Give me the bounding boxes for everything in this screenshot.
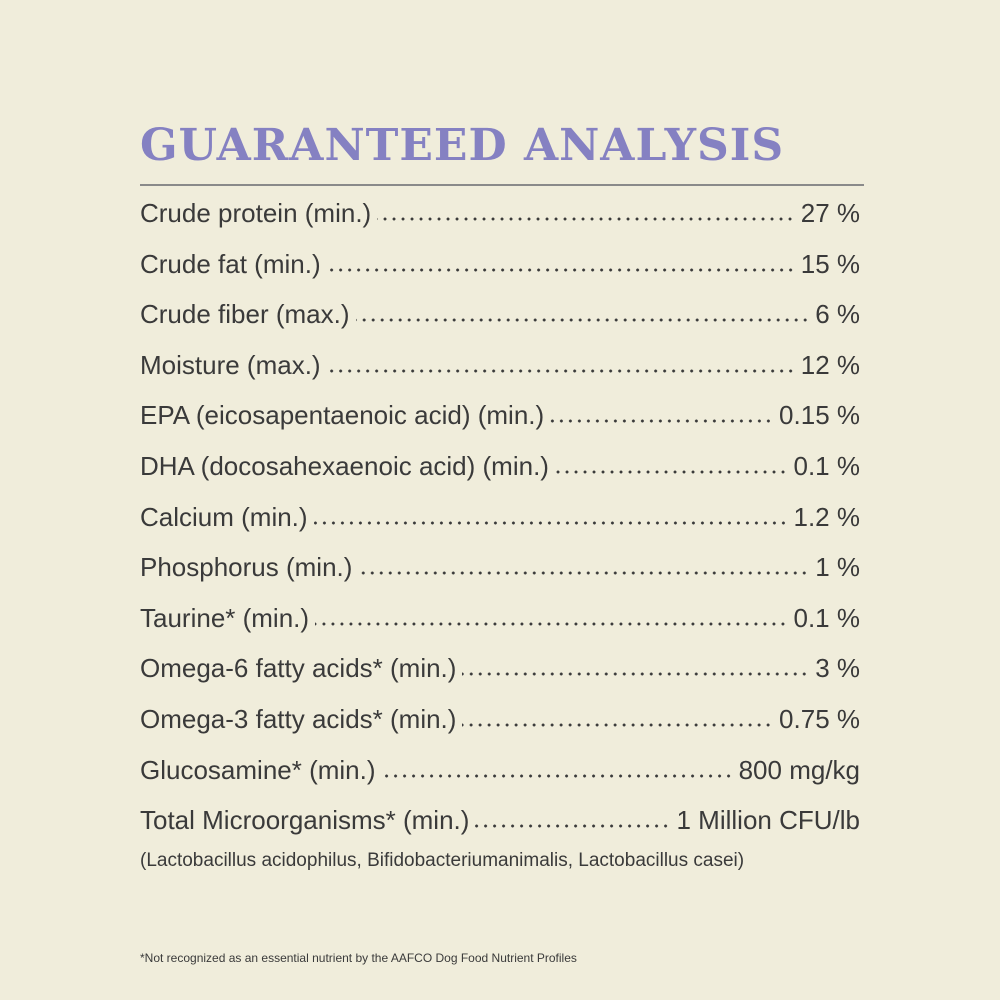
row-value: 15 % (800, 248, 860, 279)
dot-leader (554, 468, 788, 475)
row: EPA (eicosapentaenoic acid) (min.) 0.15 % (140, 394, 860, 445)
dot-leader (355, 317, 810, 324)
row-value: 1 % (815, 552, 860, 583)
row-label: Omega-3 fatty acids* (min.) (140, 703, 457, 734)
dot-leader (550, 418, 774, 425)
row-value: 0.1 % (793, 602, 861, 633)
row: Omega-3 fatty acids* (min.) 0.75 % (140, 698, 860, 749)
row: DHA (docosahexaenoic acid) (min.) 0.1 % (140, 445, 860, 496)
row-label: Total Microorganisms* (min.) (140, 805, 470, 836)
dot-leader (326, 266, 795, 273)
row-label: DHA (docosahexaenoic acid) (min.) (140, 450, 549, 481)
row: Calcium (min.) 1.2 % (140, 496, 860, 547)
title: GUARANTEED ANALYSIS (140, 120, 785, 171)
row-value: 27 % (800, 198, 860, 228)
row-label: Taurine* (min.) (140, 602, 310, 633)
dot-leader (462, 671, 810, 678)
dot-leader (315, 620, 788, 627)
row-value: 12 % (800, 349, 860, 380)
row-label: Crude fiber (max.) (140, 299, 350, 330)
row: Total Microorganisms* (min.) 1 Million CF… (140, 799, 860, 850)
row-value: 0.1 % (793, 450, 861, 481)
row-label: Crude fat (min.) (140, 248, 321, 279)
dot-leader (462, 721, 774, 728)
dot-leader (313, 519, 788, 526)
row: Phosphorus (min.) 1 % (140, 546, 860, 597)
row-value: 1 Million CFU/lb (676, 805, 861, 836)
note: (Lactobacillus acidophilus, Bifidobacter… (140, 850, 745, 871)
row: Crude fiber (max.) 6 % (140, 293, 860, 344)
dot-leader (475, 823, 671, 830)
row: Crude protein (min.) 27 % (140, 192, 860, 243)
row-label: Moisture (max.) (140, 349, 321, 380)
row: Crude fat (min.) 15 % (140, 243, 860, 294)
dot-leader (358, 570, 810, 577)
dot-leader (377, 216, 795, 222)
row-value: 0.75 % (779, 703, 860, 734)
row-value: 6 % (815, 299, 860, 330)
row: Taurine* (min.) 0.1 % (140, 597, 860, 648)
row-value: 0.15 % (779, 400, 860, 431)
row-label: Calcium (min.) (140, 501, 308, 532)
row-label: Omega-6 fatty acids* (min.) (140, 653, 457, 684)
footnote: *Not recognized as an essential nutrient… (140, 951, 577, 965)
row-label: EPA (eicosapentaenoic acid) (min.) (140, 400, 545, 431)
row: Moisture (max.) 12 % (140, 344, 860, 395)
row-value: 3 % (815, 653, 860, 684)
row-label: Phosphorus (min.) (140, 552, 353, 583)
dot-leader (326, 367, 795, 374)
title-rule (140, 184, 864, 186)
row-value: 800 mg/kg (738, 754, 860, 785)
row-label: Glucosamine* (min.) (140, 754, 376, 785)
row: Glucosamine* (min.) 800 mg/kg (140, 749, 860, 800)
dot-leader (381, 772, 733, 779)
row-value: 1.2 % (793, 501, 861, 532)
row-label: Crude protein (min.) (140, 198, 372, 228)
row: Omega-6 fatty acids* (min.) 3 % (140, 647, 860, 698)
analysis-table: Crude protein (min.) 27 % Crude fat (min.)… (140, 192, 860, 850)
